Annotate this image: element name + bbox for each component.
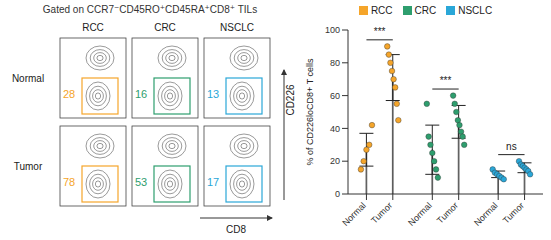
svg-text:NSCLC: NSCLC [220,22,254,33]
svg-text:CD8: CD8 [226,224,246,235]
svg-text:13: 13 [207,88,219,100]
svg-text:0: 0 [335,189,340,199]
svg-text:78: 78 [63,176,75,188]
svg-text:***: *** [440,75,452,86]
html-text:NSCLC: NSCLC [458,4,493,16]
svg-text:100: 100 [325,25,340,35]
html-text:CRC: CRC [414,4,437,16]
svg-text:Tumor: Tumor [435,200,460,225]
svg-text:***: *** [374,26,386,37]
svg-text:Gated on CCR7⁻CD45RO⁺CD45RA⁺CD: Gated on CCR7⁻CD45RO⁺CD45RA⁺CD8⁺ TILs [43,4,257,15]
svg-text:20: 20 [330,156,340,166]
svg-text:Normal: Normal [472,200,500,228]
svg-text:CRC: CRC [154,22,176,33]
svg-text:CD226: CD226 [285,84,296,116]
svg-text:80: 80 [330,58,340,68]
svg-text:Normal: Normal [406,200,434,228]
svg-text:Normal: Normal [12,73,44,84]
svg-text:53: 53 [135,176,147,188]
svg-text:Normal: Normal [340,200,368,228]
svg-text:40: 40 [330,124,340,134]
svg-text:17: 17 [207,176,219,188]
svg-text:ns: ns [506,141,517,152]
svg-text:Tumor: Tumor [501,200,526,225]
svg-text:60: 60 [330,91,340,101]
svg-text:Tumor: Tumor [369,200,394,225]
svg-text:28: 28 [63,88,75,100]
svg-text:% of CD226loCD8+ T cells: % of CD226loCD8+ T cells [305,58,315,165]
svg-text:RCC: RCC [82,22,104,33]
svg-text:16: 16 [135,88,147,100]
svg-text:Tumor: Tumor [14,161,43,172]
html-text:RCC: RCC [370,4,393,16]
